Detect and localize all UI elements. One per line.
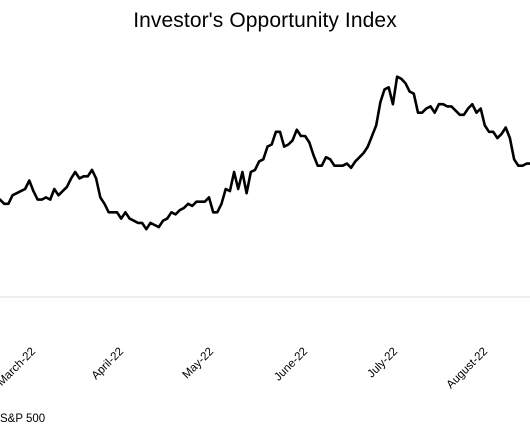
x-tick-labels: March-22 April-22 May-22 June-22 July-22 Augu… (0, 346, 490, 392)
x-tick-label: July-22 (365, 346, 400, 381)
source-note: S&P 500 (0, 413, 46, 425)
x-tick-label: August-22 (445, 346, 491, 392)
x-tick-label: March-22 (0, 346, 38, 389)
chart-title: Investor's Opportunity Index (133, 9, 397, 32)
x-tick-label: May-22 (181, 346, 217, 382)
series-layer (0, 75, 530, 231)
x-tick-label: April-22 (90, 346, 127, 383)
series-line-0 (0, 75, 530, 231)
x-tick-label: June-22 (272, 346, 310, 384)
